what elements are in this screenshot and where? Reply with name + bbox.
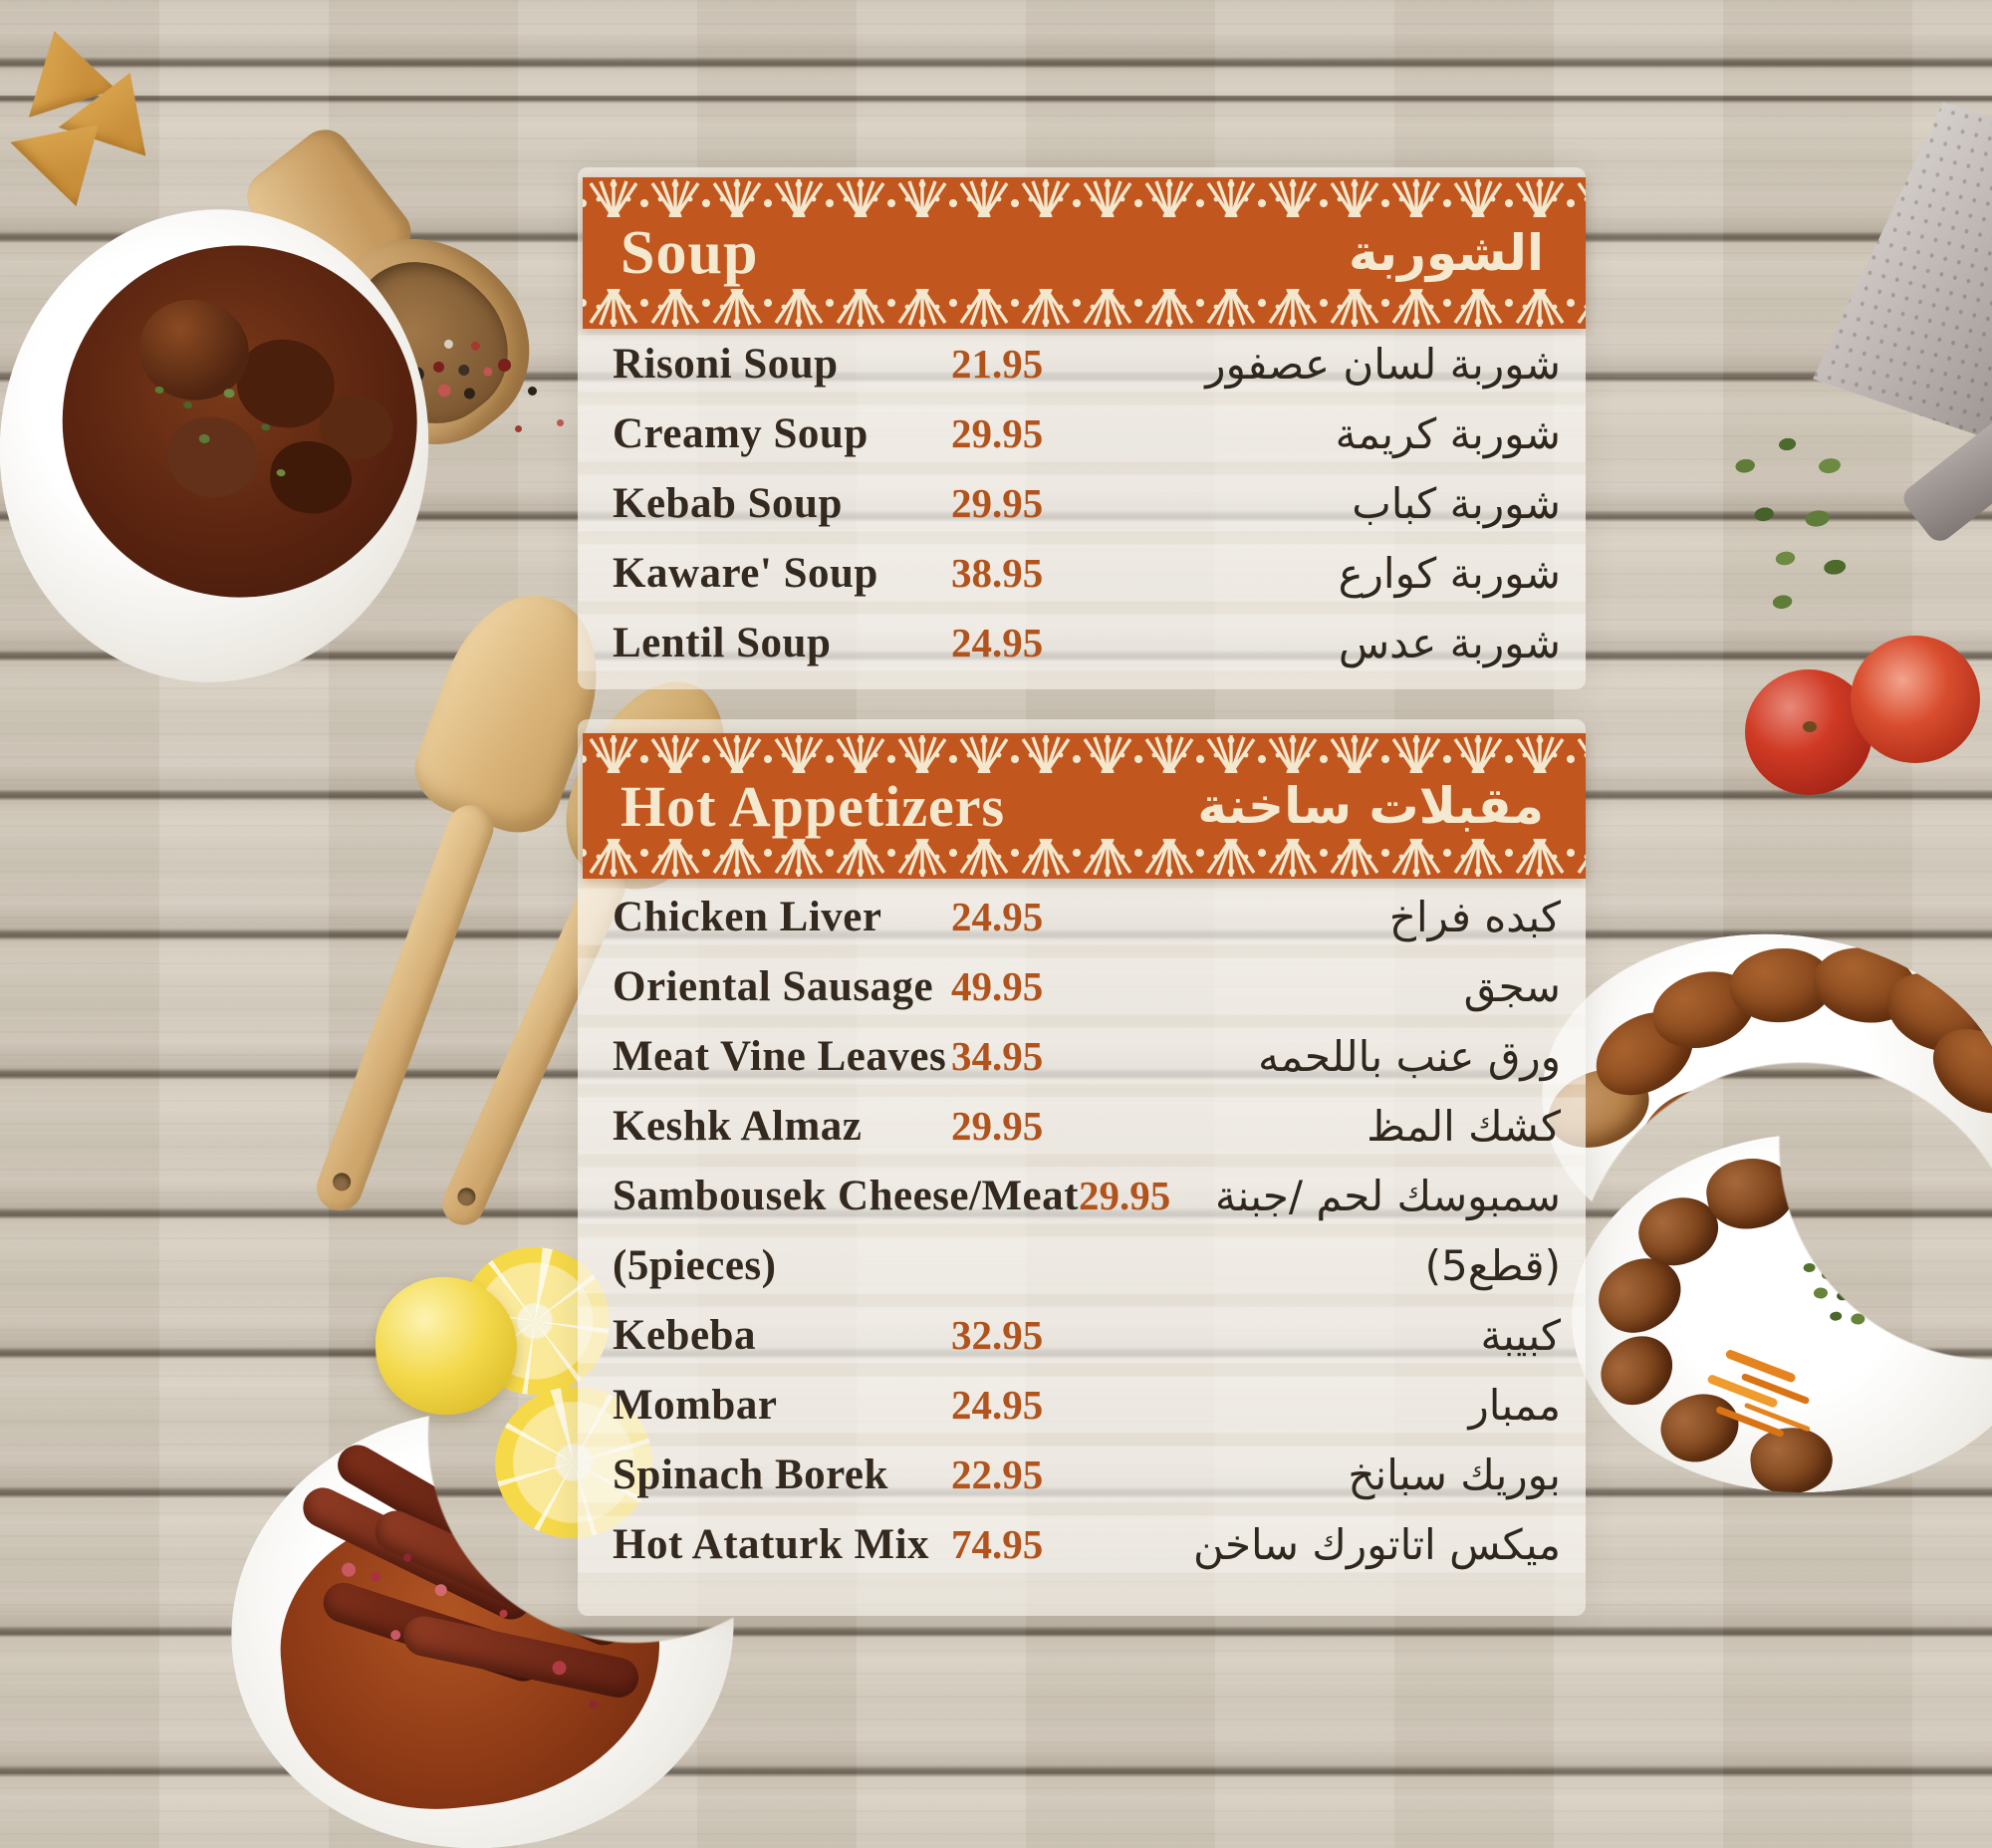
item-name-ar: ميكس اتاتورك ساخن — [1193, 1519, 1561, 1569]
item-name-en: Kebeba — [613, 1311, 756, 1359]
meatball — [1588, 1321, 1686, 1419]
item-name-en: Kaware' Soup — [613, 549, 878, 597]
hot-appetizers-title-ar: مقبلات ساخنة — [1197, 777, 1544, 835]
tomato-photo — [1851, 636, 1980, 763]
item-name-en: Chicken Liver — [613, 893, 882, 940]
item-name-ar: شوربة عدس — [1338, 618, 1561, 667]
menu-item-note-row: (5pieces) (5قطع) — [578, 1230, 1586, 1300]
item-name-en: Oriental Sausage — [613, 962, 934, 1010]
item-name-en: Spinach Borek — [613, 1451, 888, 1498]
item-price: 24.95 — [951, 894, 1044, 939]
menu-item-row: Lentil Soup 24.95 شوربة عدس — [578, 608, 1586, 677]
item-price: 29.95 — [1078, 1173, 1171, 1218]
item-name-ar: شوربة لسان عصفور — [1205, 339, 1561, 389]
item-price: 29.95 — [951, 480, 1044, 526]
item-price: 21.95 — [951, 341, 1044, 387]
item-name-ar: ورق عنب باللحمه — [1258, 1031, 1561, 1081]
item-name-en: Risoni Soup — [613, 340, 839, 388]
item-name-ar: سمبوسك لحم /جبنة — [1215, 1171, 1561, 1220]
herb-sprig-photo — [1708, 418, 1883, 633]
soup-items-list: Risoni Soup 21.95 شوربة لسان عصفور Cream… — [578, 329, 1586, 677]
menu-item-row: Risoni Soup 21.95 شوربة لسان عصفور — [578, 329, 1586, 398]
item-name-en: Keshk Almaz — [613, 1102, 863, 1150]
item-price: 24.95 — [951, 620, 1044, 665]
soup-title-ar: الشوربة — [1348, 224, 1544, 282]
item-price: 34.95 — [951, 1033, 1044, 1079]
menu-item-row: Kebeba 32.95 كبيبة — [578, 1300, 1586, 1370]
item-name-en: Kebab Soup — [613, 479, 843, 527]
menu-item-row: Kaware' Soup 38.95 شوربة كوارع — [578, 538, 1586, 608]
lace-border-icon — [583, 733, 1586, 773]
menu-item-row: Mombar 24.95 ممبار — [578, 1370, 1586, 1440]
soup-section-header: Soup الشوربة — [583, 177, 1586, 329]
carrot-shreds — [1724, 1348, 1797, 1384]
item-price: 29.95 — [951, 1103, 1044, 1149]
parsley-garnish — [1757, 1072, 1771, 1083]
spilled-peppercorns — [498, 359, 511, 372]
item-name-en: Sambousek Cheese/Meat — [613, 1172, 1079, 1219]
soup-title-en: Soup — [621, 218, 759, 287]
item-name-en: Meat Vine Leaves — [613, 1032, 947, 1080]
menu-item-row: Hot Ataturk Mix 74.95 ميكس اتاتورك ساخن — [578, 1509, 1586, 1579]
item-price: 22.95 — [951, 1452, 1044, 1497]
item-name-en: Lentil Soup — [613, 619, 832, 666]
item-name-en: Hot Ataturk Mix — [613, 1520, 930, 1568]
meatball — [1651, 1382, 1749, 1473]
parsley-garnish — [1803, 1262, 1816, 1273]
item-name-ar: كشك المظ — [1367, 1101, 1561, 1151]
item-name-ar: كبيبة — [1480, 1310, 1561, 1360]
stew-sauce — [45, 227, 435, 616]
item-price: 29.95 — [951, 410, 1044, 456]
item-price: 74.95 — [951, 1521, 1044, 1567]
spatula-hole — [330, 1170, 354, 1193]
item-note-ar: (5قطع) — [1424, 1240, 1561, 1290]
meat-chunks — [134, 294, 254, 405]
menu-item-row: Meat Vine Leaves 34.95 ورق عنب باللحمه — [578, 1021, 1586, 1091]
lemon-photo — [375, 1277, 517, 1415]
item-name-ar: كبده فراخ — [1388, 892, 1561, 941]
menu-item-row: Oriental Sausage 49.95 سجق — [578, 951, 1586, 1021]
lace-border-icon — [583, 289, 1586, 329]
item-name-en: Mombar — [613, 1381, 778, 1429]
item-name-ar: شوربة كباب — [1352, 478, 1561, 528]
item-name-ar: شوربة كريمة — [1335, 408, 1561, 458]
item-name-ar: سجق — [1463, 961, 1561, 1011]
meatball — [1789, 1142, 1880, 1220]
menu-item-row: Creamy Soup 29.95 شوربة كريمة — [578, 398, 1586, 468]
item-price: 49.95 — [951, 963, 1044, 1009]
meatball — [1865, 1157, 1963, 1246]
hot-appetizers-title-en: Hot Appetizers — [621, 773, 1006, 839]
item-price: 32.95 — [951, 1312, 1044, 1358]
menu-item-row: Spinach Borek 22.95 بوريك سبانخ — [578, 1440, 1586, 1509]
item-name-ar: بوريك سبانخ — [1348, 1450, 1561, 1499]
item-note-en: (5pieces) — [613, 1241, 777, 1289]
meatball — [1747, 1423, 1837, 1498]
item-name-ar: شوربة كوارع — [1338, 548, 1561, 598]
lace-border-icon — [583, 839, 1586, 879]
herb-garnish — [154, 386, 164, 395]
item-name-en: Creamy Soup — [613, 409, 869, 457]
item-price: 38.95 — [951, 550, 1044, 596]
menu-item-row: Keshk Almaz 29.95 كشك المظ — [578, 1091, 1586, 1161]
lace-border-icon — [583, 177, 1586, 217]
menu-item-row: Kebab Soup 29.95 شوربة كباب — [578, 468, 1586, 538]
hot-appetizers-items-list: Chicken Liver 24.95 كبده فراخ Oriental S… — [578, 882, 1586, 1579]
item-name-ar: ممبار — [1468, 1380, 1561, 1430]
item-price: 24.95 — [951, 1382, 1044, 1428]
spatula-hole — [454, 1185, 479, 1209]
hot-appetizers-section-header: Hot Appetizers مقبلات ساخنة — [583, 733, 1586, 879]
menu-item-row: Chicken Liver 24.95 كبده فراخ — [578, 882, 1586, 951]
menu-item-row: Sambousek Cheese/Meat 29.95 سمبوسك لحم /… — [578, 1161, 1586, 1230]
